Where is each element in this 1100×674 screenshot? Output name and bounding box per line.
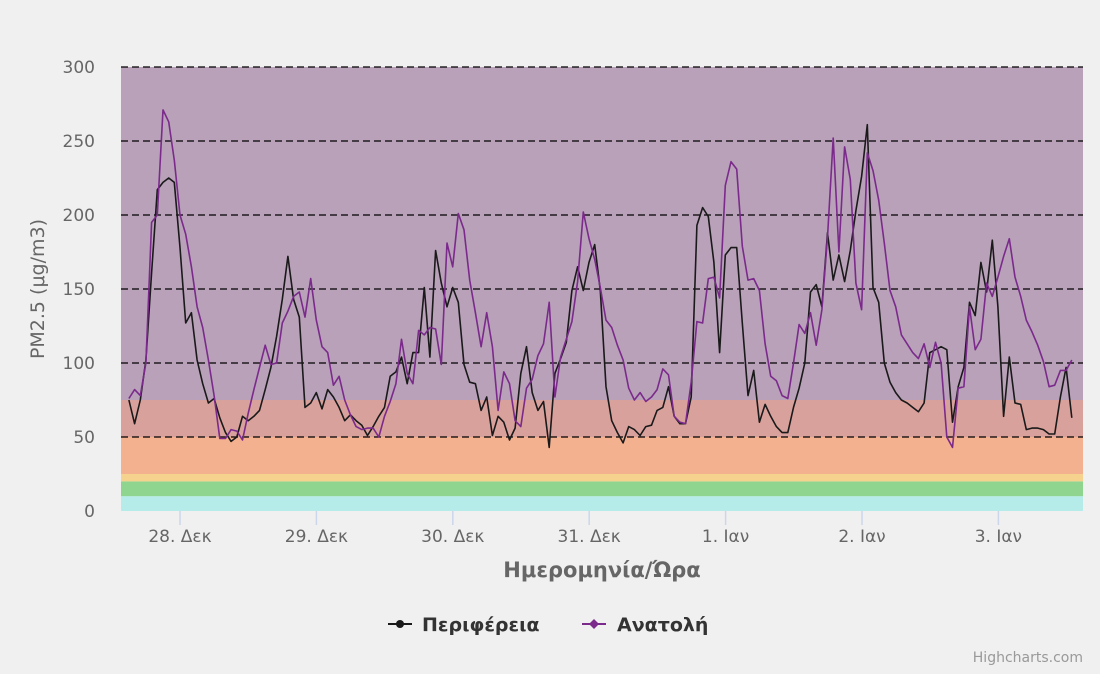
plot-band: [121, 67, 1083, 400]
x-tick-label: 1. Ιαν: [702, 527, 749, 547]
y-axis-labels: 0 50 100 150 200 250 300: [63, 58, 95, 522]
legend-item-perifereia[interactable]: Περιφέρεια: [388, 614, 540, 636]
legend-label: Ανατολή: [617, 614, 708, 636]
y-tick-label: 50: [73, 428, 95, 448]
x-tick-label: 28. Δεκ: [148, 527, 211, 547]
grid-lines: [121, 66, 1083, 438]
plot-band: [121, 474, 1083, 482]
x-tick-label: 2. Ιαν: [838, 527, 885, 547]
x-tick-label: 31. Δεκ: [558, 527, 621, 547]
x-axis-labels: 28. Δεκ 29. Δεκ 30. Δεκ 31. Δεκ 1. Ιαν 2. Ιαν…: [148, 511, 1022, 547]
y-tick-label: 250: [63, 132, 95, 152]
legend-circle-marker-icon: [396, 620, 404, 628]
y-tick-label: 200: [63, 206, 95, 226]
plot-band: [121, 437, 1083, 474]
x-tick-label: 29. Δεκ: [285, 527, 348, 547]
plot-band: [121, 481, 1083, 497]
x-tick-label: 3. Ιαν: [975, 527, 1022, 547]
legend: Περιφέρεια Ανατολή: [388, 614, 708, 636]
x-tick-label: 30. Δεκ: [421, 527, 484, 547]
plot-bands: [121, 67, 1083, 511]
y-tick-label: 150: [63, 280, 95, 300]
plot-band: [121, 496, 1083, 511]
plot-band: [121, 400, 1083, 437]
y-axis-title: PM2.5 (μg/m3): [27, 219, 49, 359]
credits-link[interactable]: Highcharts.com: [973, 650, 1083, 666]
series-line-anatoli: [128, 109, 1073, 449]
y-tick-label: 0: [84, 502, 95, 522]
x-axis-title: Ημερομηνία/Ώρα: [503, 558, 700, 582]
y-tick-label: 300: [63, 58, 95, 78]
legend-diamond-marker-icon: [589, 619, 599, 629]
legend-label: Περιφέρεια: [422, 614, 540, 636]
series-lines: [128, 109, 1073, 449]
y-tick-label: 100: [63, 354, 95, 374]
legend-item-anatoli[interactable]: Ανατολή: [582, 614, 708, 636]
